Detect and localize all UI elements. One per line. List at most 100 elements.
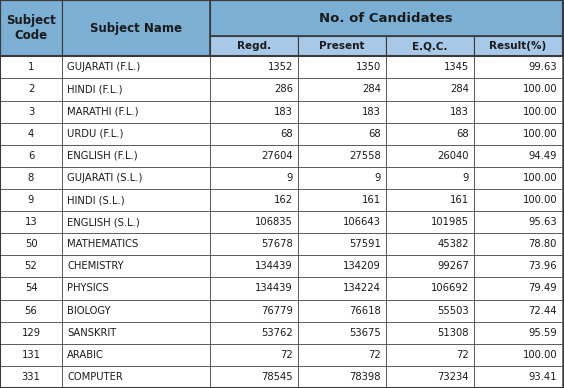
Bar [386, 233, 474, 255]
Text: MARATHI (F.L.): MARATHI (F.L.) [67, 107, 139, 116]
Bar [62, 78, 210, 100]
Text: URDU (F.L.): URDU (F.L.) [67, 129, 124, 139]
Bar [210, 145, 298, 167]
Bar [0, 366, 62, 388]
Bar [298, 189, 386, 211]
Bar [298, 344, 386, 366]
Bar [386, 366, 474, 388]
Text: 161: 161 [362, 195, 381, 205]
Bar [210, 300, 298, 322]
Text: 183: 183 [450, 107, 469, 116]
Text: 72: 72 [368, 350, 381, 360]
Bar [210, 78, 298, 100]
Text: E.Q.C.: E.Q.C. [412, 41, 448, 51]
Text: 1350: 1350 [356, 62, 381, 72]
Bar [298, 78, 386, 100]
Text: 55503: 55503 [437, 306, 469, 315]
Bar [386, 344, 474, 366]
Text: Result(%): Result(%) [490, 41, 547, 51]
Bar [474, 277, 562, 300]
Text: 131: 131 [21, 350, 41, 360]
Bar [62, 255, 210, 277]
Bar [210, 36, 298, 56]
Text: MATHEMATICS: MATHEMATICS [67, 239, 138, 249]
Bar [210, 233, 298, 255]
Text: 93.41: 93.41 [528, 372, 557, 382]
Bar [210, 366, 298, 388]
Text: 54: 54 [25, 284, 37, 293]
Bar [474, 300, 562, 322]
Text: 99267: 99267 [437, 262, 469, 271]
Bar [474, 366, 562, 388]
Text: 78398: 78398 [350, 372, 381, 382]
Bar [62, 167, 210, 189]
Bar [0, 167, 62, 189]
Bar [62, 277, 210, 300]
Bar [210, 167, 298, 189]
Text: 57591: 57591 [349, 239, 381, 249]
Text: 68: 68 [280, 129, 293, 139]
Bar [0, 344, 62, 366]
Bar [0, 123, 62, 145]
Bar [386, 255, 474, 277]
Text: 100.00: 100.00 [522, 173, 557, 183]
Text: SANSKRIT: SANSKRIT [67, 328, 116, 338]
Text: PHYSICS: PHYSICS [67, 284, 109, 293]
Bar [210, 211, 298, 233]
Bar [474, 78, 562, 100]
Bar [298, 322, 386, 344]
Bar [298, 255, 386, 277]
Text: 134224: 134224 [343, 284, 381, 293]
Text: 9: 9 [374, 173, 381, 183]
Text: HINDI (F.L.): HINDI (F.L.) [67, 85, 122, 94]
Text: 27604: 27604 [261, 151, 293, 161]
Text: 76779: 76779 [261, 306, 293, 315]
Text: 100.00: 100.00 [522, 195, 557, 205]
Text: 162: 162 [274, 195, 293, 205]
Text: 183: 183 [274, 107, 293, 116]
Text: ARABIC: ARABIC [67, 350, 104, 360]
Text: ENGLISH (F.L.): ENGLISH (F.L.) [67, 151, 138, 161]
Bar [0, 322, 62, 344]
Bar [474, 36, 562, 56]
Text: 73.96: 73.96 [528, 262, 557, 271]
Bar [386, 211, 474, 233]
Text: 9: 9 [462, 173, 469, 183]
Text: 3: 3 [28, 107, 34, 116]
Text: 106643: 106643 [343, 217, 381, 227]
Text: 94.49: 94.49 [528, 151, 557, 161]
Bar [386, 277, 474, 300]
Bar [298, 100, 386, 123]
Text: 284: 284 [450, 85, 469, 94]
Text: 68: 68 [456, 129, 469, 139]
Bar [386, 123, 474, 145]
Bar [474, 255, 562, 277]
Text: 100.00: 100.00 [522, 107, 557, 116]
Bar [62, 123, 210, 145]
Text: 134439: 134439 [255, 262, 293, 271]
Text: 8: 8 [28, 173, 34, 183]
Bar [386, 36, 474, 56]
Bar [386, 322, 474, 344]
Text: No. of Candidates: No. of Candidates [319, 12, 453, 24]
Bar [386, 100, 474, 123]
Text: 183: 183 [362, 107, 381, 116]
Text: GUJARATI (S.L.): GUJARATI (S.L.) [67, 173, 142, 183]
Text: 57678: 57678 [261, 239, 293, 249]
Text: 27558: 27558 [349, 151, 381, 161]
Text: 106835: 106835 [255, 217, 293, 227]
Text: 79.49: 79.49 [528, 284, 557, 293]
Text: 53675: 53675 [349, 328, 381, 338]
Text: 101985: 101985 [431, 217, 469, 227]
Bar [386, 78, 474, 100]
Bar [0, 255, 62, 277]
Bar [0, 0, 62, 56]
Bar [210, 0, 562, 36]
Bar [298, 277, 386, 300]
Bar [62, 145, 210, 167]
Bar [210, 322, 298, 344]
Text: 161: 161 [450, 195, 469, 205]
Bar [298, 233, 386, 255]
Bar [474, 189, 562, 211]
Text: 331: 331 [21, 372, 41, 382]
